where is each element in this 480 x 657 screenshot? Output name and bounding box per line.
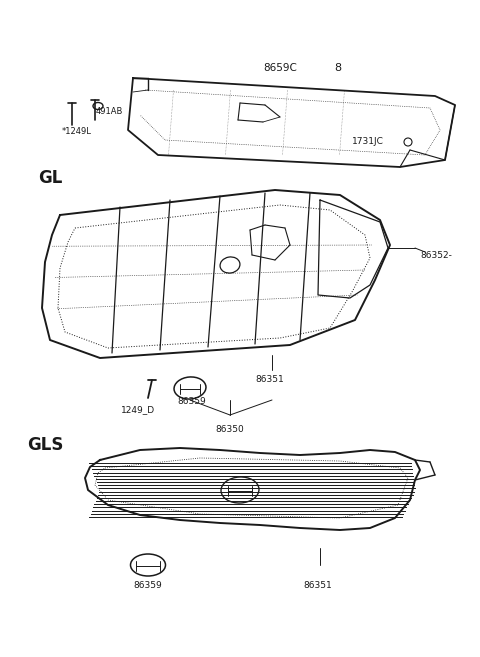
Text: 491AB: 491AB: [96, 108, 123, 116]
Text: 8659C: 8659C: [263, 63, 297, 73]
Text: 86359: 86359: [133, 581, 162, 591]
Text: *1249L: *1249L: [62, 127, 92, 137]
Text: 86352-: 86352-: [420, 250, 452, 260]
Text: GL: GL: [38, 169, 62, 187]
Text: 86359: 86359: [178, 397, 206, 407]
Text: 1249_D: 1249_D: [121, 405, 155, 415]
Text: 86351: 86351: [304, 581, 332, 591]
Text: 1731JC: 1731JC: [352, 137, 384, 147]
Text: 86350: 86350: [216, 426, 244, 434]
Text: 86351: 86351: [256, 376, 284, 384]
Text: GLS: GLS: [27, 436, 63, 454]
Text: 8: 8: [335, 63, 342, 73]
